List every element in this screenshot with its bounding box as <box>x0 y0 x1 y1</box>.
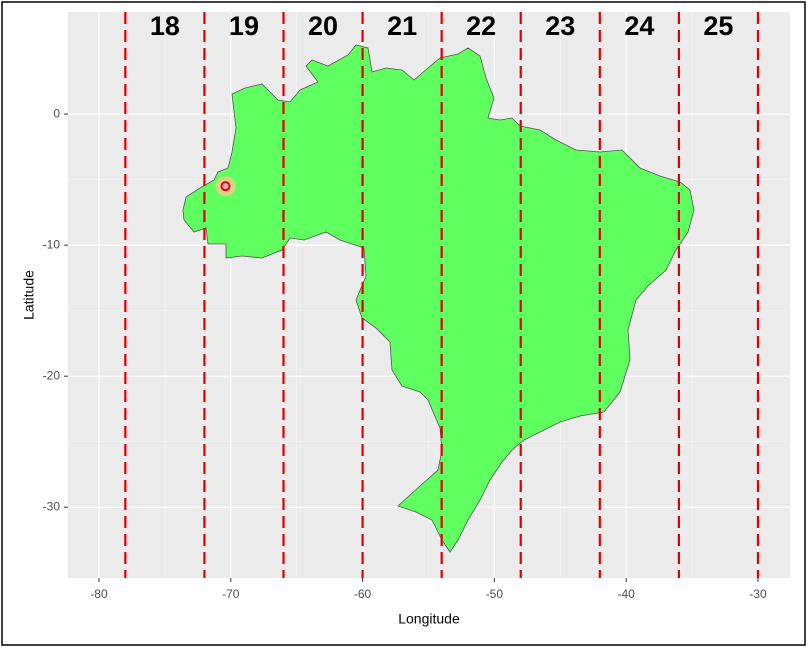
y-tick-label: 0 <box>53 106 60 120</box>
x-tick-label: -40 <box>618 587 636 601</box>
y-tick-label: -10 <box>43 237 61 251</box>
x-tick-label: -70 <box>222 587 240 601</box>
y-axis-title: Latitude <box>21 270 37 320</box>
x-axis-title: Longitude <box>398 611 460 627</box>
zone-label: 25 <box>703 11 733 41</box>
zone-label: 19 <box>229 11 259 41</box>
y-tick-label: -20 <box>43 368 61 382</box>
zone-label: 21 <box>387 11 417 41</box>
point <box>220 181 231 192</box>
y-tick-label: -30 <box>43 499 61 513</box>
zone-label: 20 <box>308 11 338 41</box>
x-tick-label: -50 <box>486 587 504 601</box>
zone-label: 18 <box>150 11 180 41</box>
zone-label: 24 <box>624 11 654 41</box>
zone-label: 23 <box>545 11 575 41</box>
brazil <box>182 44 695 553</box>
zone-label: 22 <box>466 11 496 41</box>
x-tick-label: -60 <box>354 587 372 601</box>
x-tick-label: -30 <box>749 587 767 601</box>
x-tick-label: -80 <box>90 587 108 601</box>
